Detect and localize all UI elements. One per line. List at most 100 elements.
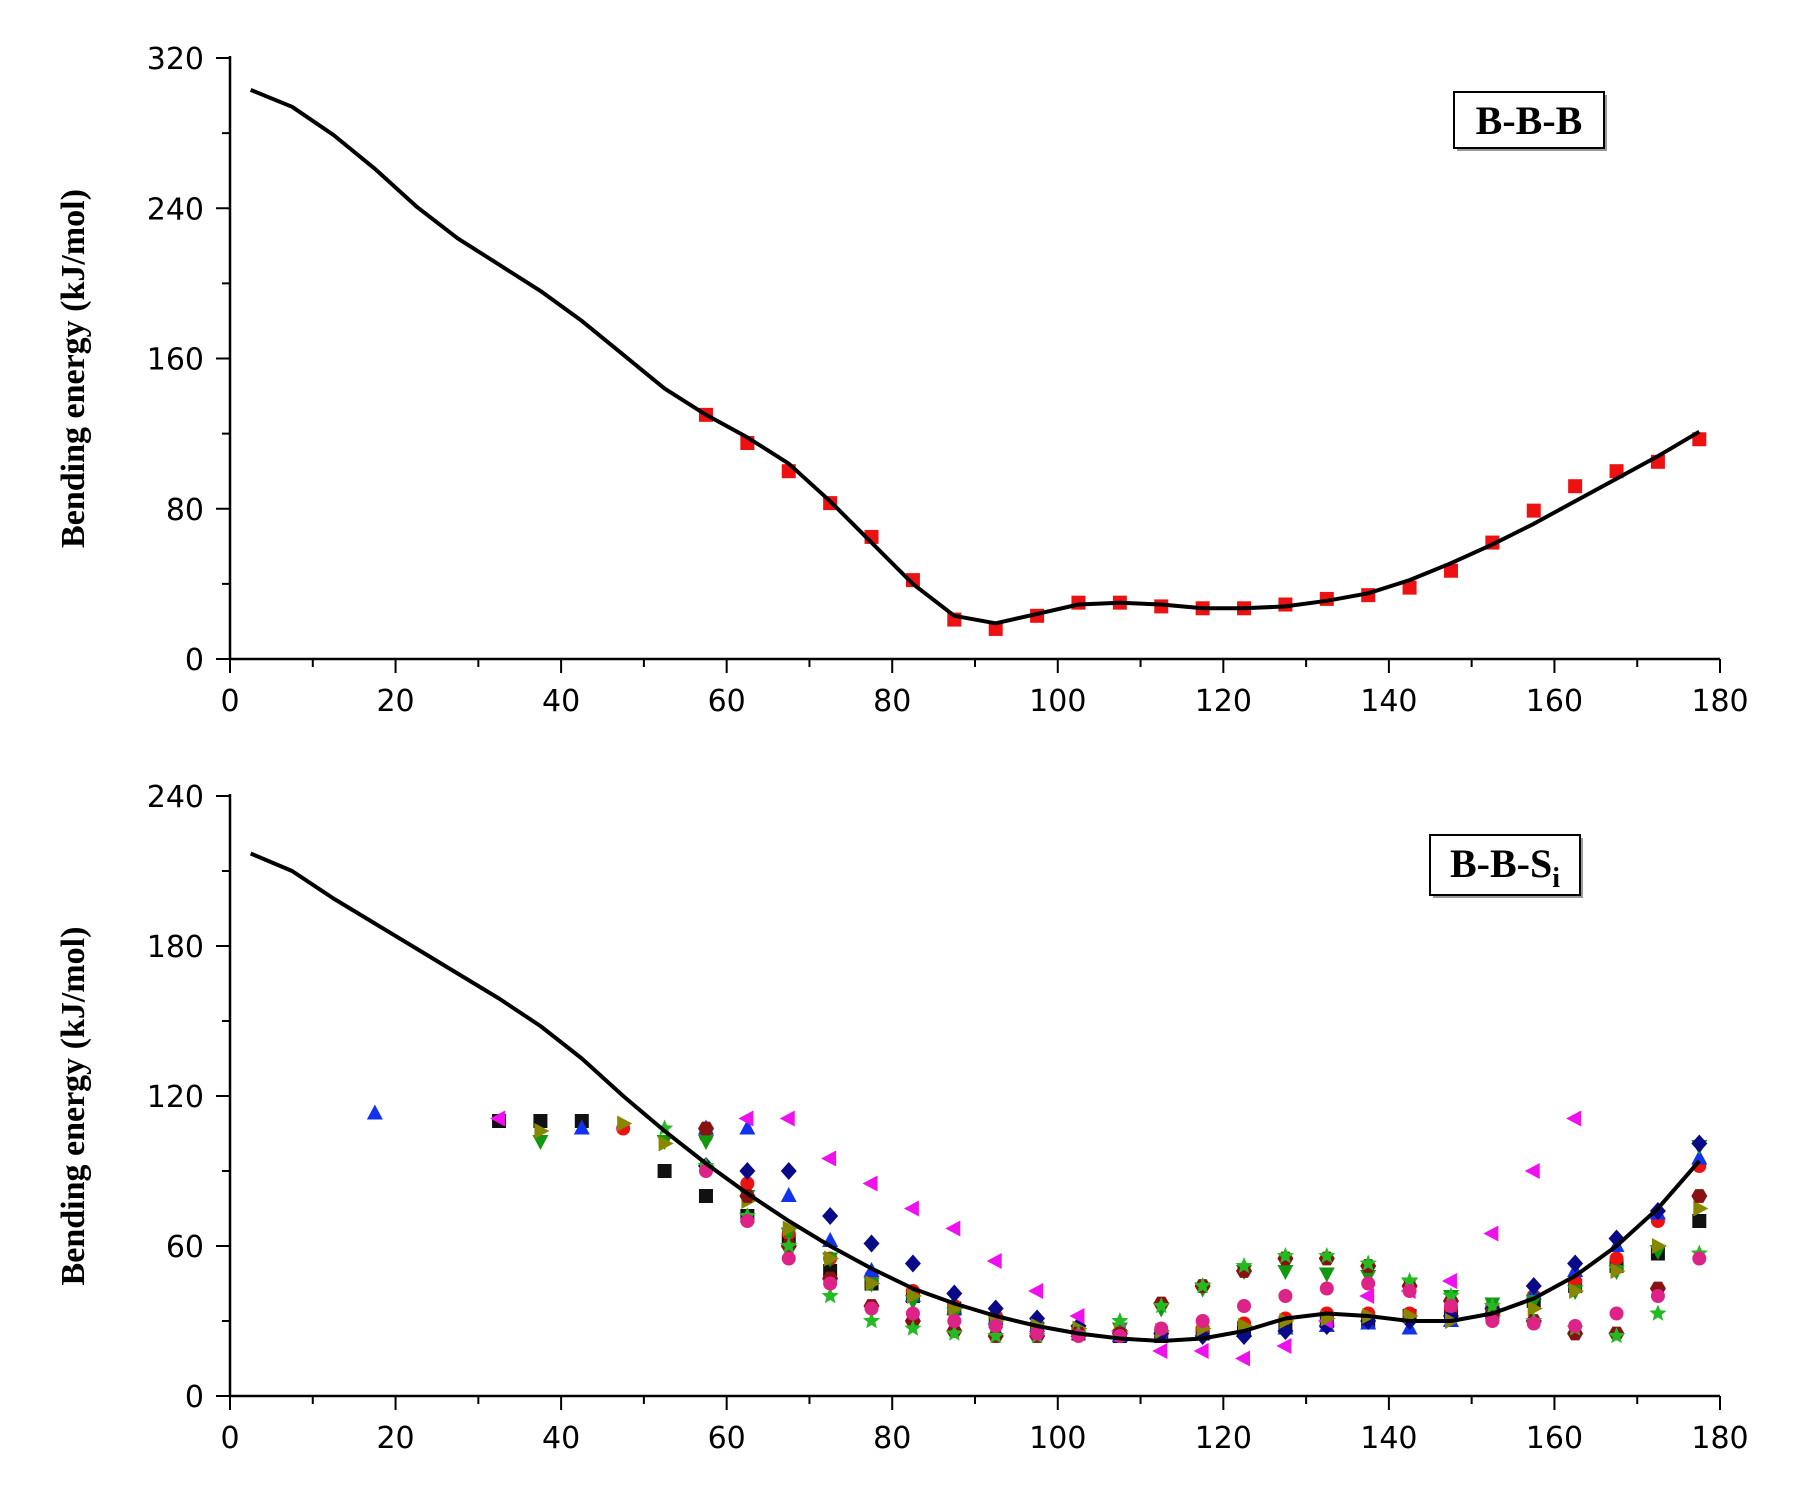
y-tick-label: 160 [147, 343, 204, 378]
data-point [863, 1312, 881, 1329]
data-point [1359, 1288, 1375, 1304]
data-point [779, 1110, 795, 1127]
x-tick-label: 100 [1029, 1421, 1086, 1456]
data-point [1651, 1238, 1667, 1254]
data-point [697, 1135, 714, 1150]
data-point [740, 1176, 755, 1191]
data-point [1693, 1200, 1709, 1217]
y-tick-label: 240 [147, 192, 204, 227]
data-point [904, 1319, 922, 1336]
y-tick-label: 180 [147, 930, 204, 965]
data-point [1318, 1247, 1336, 1264]
x-tick-label: 0 [220, 1421, 239, 1456]
data-point [822, 1207, 839, 1225]
data-point [1402, 580, 1417, 595]
data-point [986, 1253, 1002, 1269]
data-point [1194, 1277, 1212, 1294]
x-tick-label: 120 [1195, 684, 1252, 719]
series-bright-green-stars [656, 1119, 1708, 1344]
data-point [698, 1121, 714, 1136]
data-point [1692, 1251, 1707, 1266]
data-point [1569, 1283, 1585, 1299]
data-point [905, 1306, 920, 1321]
x-tick-label: 140 [1360, 1421, 1417, 1456]
data-point [987, 1327, 1005, 1344]
data-point [738, 1110, 754, 1127]
data-point [1483, 1297, 1501, 1314]
data-point [1566, 1110, 1582, 1127]
data-point [780, 1187, 797, 1202]
data-point [1402, 1284, 1417, 1298]
data-point [947, 1314, 962, 1328]
data-point [739, 1162, 756, 1180]
data-point [824, 1250, 840, 1267]
data-point [905, 573, 920, 588]
data-point [534, 1123, 550, 1139]
series-magenta-left-triangles [490, 1110, 1582, 1367]
data-point [863, 1234, 880, 1253]
y-tick-label: 0 [185, 643, 204, 678]
legend-box [1429, 834, 1581, 896]
data-point [780, 1162, 797, 1180]
legend-subscript: i [1552, 863, 1560, 894]
y-tick-label: 0 [185, 1380, 204, 1415]
data-point [1152, 1343, 1168, 1359]
data-point [1235, 1257, 1253, 1274]
data-point [532, 1135, 549, 1150]
y-tick-label: 320 [147, 42, 204, 77]
data-point [1193, 1343, 1209, 1359]
x-tick-label: 40 [542, 684, 580, 719]
data-point [573, 1119, 590, 1135]
data-point [740, 1214, 755, 1228]
data-point [1361, 1276, 1376, 1291]
data-point [1276, 1338, 1292, 1354]
data-point [366, 1104, 383, 1120]
data-point [1524, 1163, 1540, 1179]
data-point [698, 1189, 713, 1203]
data-point [656, 1119, 674, 1136]
data-point [904, 1254, 921, 1273]
x-tick-label: 140 [1360, 684, 1417, 719]
data-point [657, 1164, 672, 1178]
data-point [1568, 479, 1583, 494]
data-point [1069, 1308, 1085, 1324]
data-point [1278, 1289, 1293, 1303]
data-point [903, 1200, 919, 1217]
data-point [821, 1287, 839, 1304]
data-point [1649, 1304, 1667, 1321]
data-point [1030, 1326, 1045, 1341]
data-point [1526, 503, 1541, 518]
data-point [490, 1110, 506, 1127]
data-point [988, 1319, 1003, 1333]
y-tick-label: 240 [147, 780, 204, 815]
data-point [1318, 1267, 1335, 1283]
data-point [1567, 1254, 1584, 1273]
data-point [946, 1284, 963, 1303]
series-black-squares [492, 1114, 1707, 1343]
x-tick-label: 80 [873, 1421, 911, 1456]
data-point [1650, 1289, 1665, 1303]
data-point [1401, 1272, 1419, 1289]
data-point [658, 1135, 674, 1152]
x-tick-label: 60 [708, 684, 746, 719]
fit-line [249, 88, 1701, 626]
data-point [1276, 1247, 1294, 1264]
legend-box [1453, 91, 1605, 149]
y-tick-label: 80 [166, 493, 204, 528]
data-point [945, 1220, 961, 1237]
data-point [821, 1150, 837, 1167]
series-olive-right-triangles [534, 1115, 1709, 1339]
data-point [780, 1237, 798, 1254]
data-point [864, 1301, 879, 1316]
series-navy-diamonds [697, 1134, 1708, 1345]
data-point [1483, 1225, 1499, 1242]
data-point [1443, 563, 1458, 578]
data-point [1028, 1283, 1044, 1299]
data-point [1277, 1265, 1294, 1280]
y-axis-title: Bending energy (kJ/mol) [55, 927, 92, 1286]
data-point [1443, 1299, 1458, 1313]
data-point [1359, 1254, 1377, 1271]
data-point [1610, 1263, 1626, 1279]
